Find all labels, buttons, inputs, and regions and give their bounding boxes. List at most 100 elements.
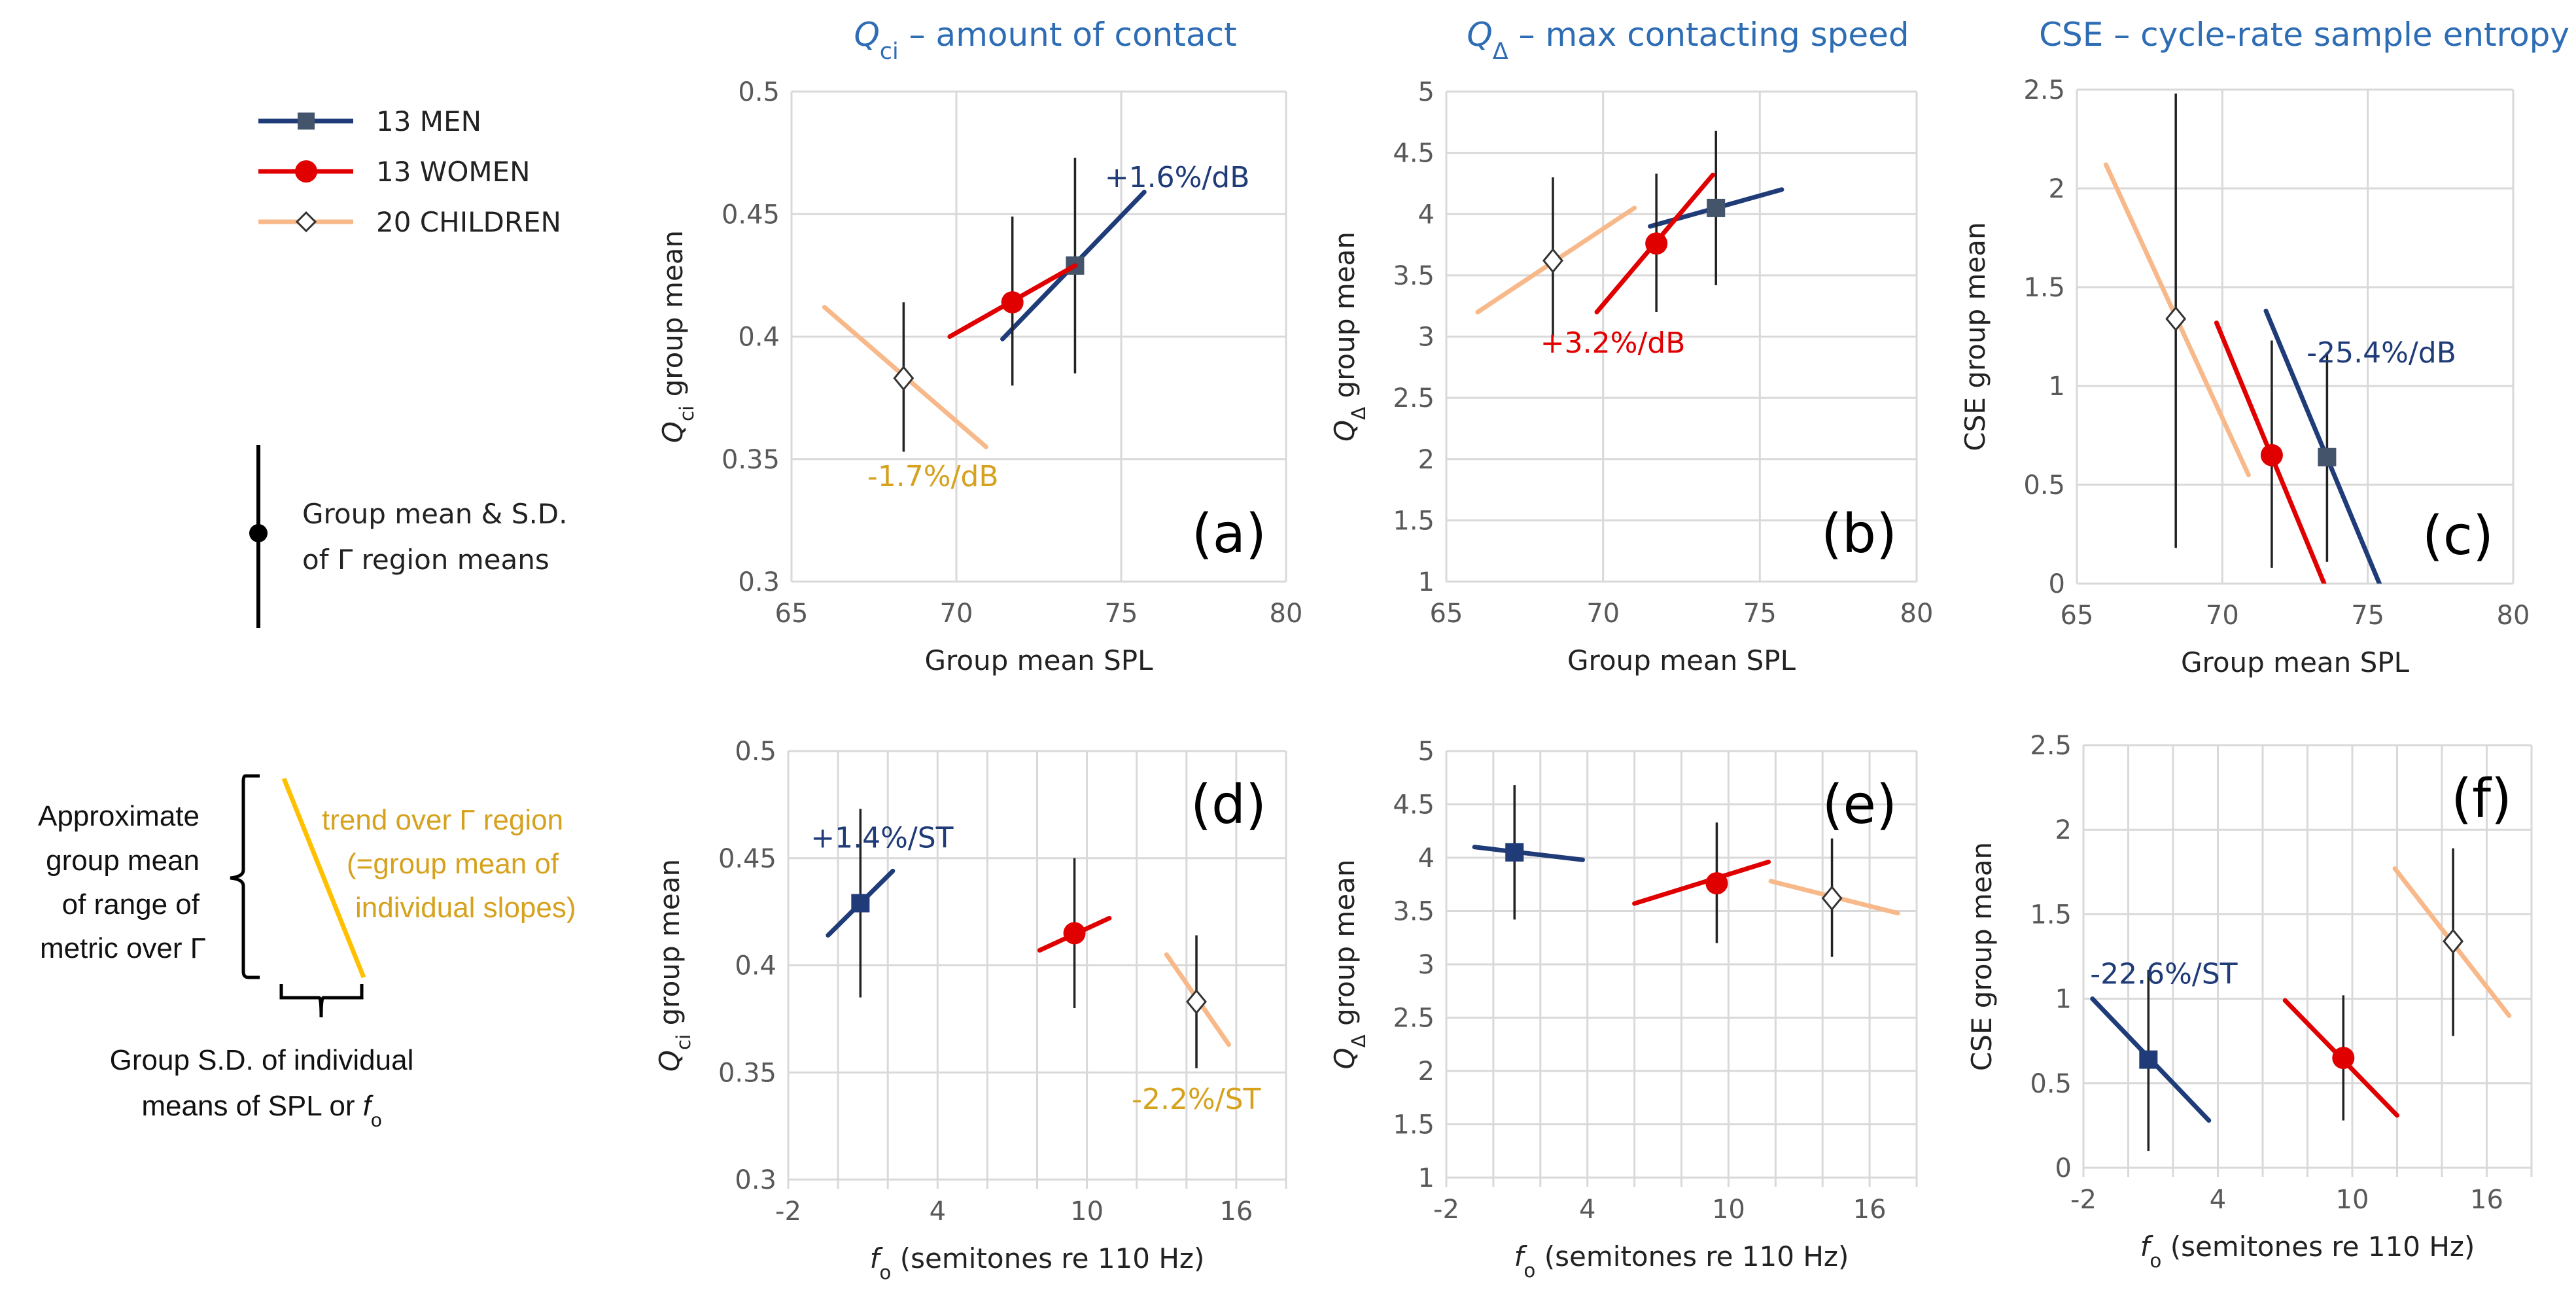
x-axis-label: Group mean SPL bbox=[2181, 646, 2410, 678]
series-men bbox=[2090, 970, 2212, 1151]
y-tick-label: 0.4 bbox=[735, 951, 776, 981]
series-women bbox=[947, 216, 1077, 386]
chart-panel-a: 0.3 0.35 0.4 0.45 0.5 65 70 75 80 Group mean SPL Q… bbox=[657, 16, 1302, 676]
mean-marker-children bbox=[2165, 306, 2187, 332]
trend-left-line: metric over Γ bbox=[40, 932, 206, 964]
series-children bbox=[1768, 838, 1900, 957]
mean-marker-men bbox=[1707, 198, 1726, 217]
mean-marker-children bbox=[1542, 248, 1563, 273]
legend-label-children: 20 CHILDREN bbox=[376, 206, 561, 238]
mean-marker-women bbox=[1645, 232, 1668, 255]
trend-right-line: (=group mean of bbox=[347, 848, 559, 880]
slope-annotation: +3.2%/dB bbox=[1540, 326, 1686, 360]
mean-marker-children bbox=[893, 365, 914, 391]
slope-annotation: -22.6%/ST bbox=[2090, 957, 2237, 991]
slope-annotation: +1.6%/dB bbox=[1105, 161, 1250, 194]
x-tick-label: 16 bbox=[1219, 1197, 1253, 1227]
trend-right-line: trend over Γ region bbox=[322, 804, 563, 836]
y-tick-label: 3 bbox=[1418, 950, 1435, 980]
y-tick-label: 1 bbox=[1418, 1163, 1435, 1193]
y-tick-label: 2.5 bbox=[1393, 1004, 1435, 1034]
errorbar-legend: Group mean & S.D. of Γ region means bbox=[249, 445, 567, 628]
y-axis-label: Qci group mean bbox=[653, 859, 695, 1072]
trend-legend: Approximate group mean of range of metri… bbox=[38, 774, 576, 1131]
sd-caption-line1: Group S.D. of individual bbox=[110, 1044, 414, 1076]
y-tick-label: 4 bbox=[1418, 843, 1435, 873]
y-tick-label: 0.45 bbox=[722, 200, 780, 230]
y-tick-label: 0 bbox=[2049, 569, 2065, 599]
x-tick-label: 80 bbox=[1270, 599, 1303, 629]
y-tick-label: 0.3 bbox=[738, 567, 780, 597]
y-tick-label: 1.5 bbox=[1393, 1110, 1435, 1140]
y-tick-label: 0.35 bbox=[722, 445, 780, 475]
slope-annotation: +1.4%/ST bbox=[810, 821, 953, 854]
series-women bbox=[1037, 858, 1112, 1008]
mean-marker-men bbox=[2318, 447, 2337, 466]
x-axis-label: fo (semitones re 110 Hz) bbox=[1514, 1240, 1849, 1282]
y-axis-label: QΔ group mean bbox=[1329, 232, 1370, 442]
series-women bbox=[2214, 320, 2327, 584]
x-tick-label: 80 bbox=[1900, 599, 1934, 629]
legend-item-women: 13 WOMEN bbox=[258, 156, 531, 188]
x-tick-label: 10 bbox=[1712, 1195, 1745, 1225]
x-tick-label: 4 bbox=[930, 1197, 946, 1227]
mean-marker-men bbox=[1505, 843, 1524, 862]
trend-left-line: of range of bbox=[62, 888, 200, 920]
trend-line-men bbox=[2263, 308, 2382, 584]
x-tick-label: 10 bbox=[2336, 1185, 2369, 1215]
x-tick-label: -2 bbox=[775, 1197, 801, 1227]
x-tick-label: 75 bbox=[2351, 601, 2384, 631]
x-tick-label: 16 bbox=[2470, 1185, 2503, 1215]
trend-right-line: individual slopes) bbox=[355, 892, 576, 924]
panel-title: CSE – cycle-rate sample entropy bbox=[2039, 16, 2569, 54]
diamond-marker-icon bbox=[295, 211, 317, 233]
x-tick-label: 4 bbox=[1579, 1195, 1595, 1225]
y-axis-label: QΔ group mean bbox=[1329, 860, 1370, 1070]
y-tick-label: 1 bbox=[2055, 985, 2072, 1015]
y-tick-label: 1 bbox=[2049, 372, 2065, 402]
mean-marker-women bbox=[1001, 291, 1024, 314]
x-tick-label: 65 bbox=[2061, 601, 2094, 631]
y-tick-label: 0.5 bbox=[735, 737, 776, 767]
x-tick-label: 80 bbox=[2497, 601, 2530, 631]
trend-left-line: group mean bbox=[46, 845, 200, 877]
y-tick-label: 1 bbox=[1418, 567, 1435, 597]
y-tick-label: 3.5 bbox=[1393, 897, 1435, 927]
x-axis-label: fo (semitones re 110 Hz) bbox=[870, 1242, 1205, 1284]
trend-line-women bbox=[1632, 860, 1771, 906]
mean-marker-women bbox=[2260, 444, 2283, 466]
series-men bbox=[2263, 308, 2382, 584]
x-tick-label: -2 bbox=[2070, 1185, 2097, 1215]
mean-marker-men bbox=[851, 894, 870, 913]
trend-left-line: Approximate bbox=[38, 800, 200, 832]
legend-item-children: 20 CHILDREN bbox=[258, 206, 561, 238]
y-tick-label: 4.5 bbox=[1393, 790, 1435, 820]
y-axis-label: CSE group mean bbox=[1959, 222, 1991, 451]
curly-brace-horizontal-icon bbox=[279, 984, 364, 1018]
mean-marker-children bbox=[1821, 885, 1843, 911]
series-children bbox=[1164, 935, 1231, 1068]
x-tick-label: 4 bbox=[2210, 1185, 2226, 1215]
panel-letter: (c) bbox=[2422, 505, 2494, 567]
series-children bbox=[822, 302, 988, 452]
series-women bbox=[1632, 822, 1771, 943]
x-axis-label: Group mean SPL bbox=[924, 644, 1153, 676]
x-tick-label: 75 bbox=[1743, 599, 1777, 629]
y-tick-label: 0.4 bbox=[738, 323, 780, 353]
mean-marker-men bbox=[2139, 1050, 2158, 1069]
chart-panel-f: 0 0.5 1 1.5 2 2.5 -2 4 10 16 fo (semitones re 110 … bbox=[1966, 731, 2533, 1272]
errorbar-legend-line2: of Γ region means bbox=[302, 544, 549, 576]
trend-line-icon bbox=[281, 777, 366, 979]
series-children bbox=[1475, 177, 1637, 337]
y-tick-label: 1.5 bbox=[1393, 506, 1435, 536]
y-axis-label: CSE group mean bbox=[1966, 842, 1998, 1071]
series-men bbox=[826, 809, 896, 998]
x-tick-label: 70 bbox=[940, 599, 973, 629]
panel-title: Qci – amount of contact bbox=[854, 16, 1236, 65]
series-women bbox=[2282, 995, 2399, 1121]
y-tick-label: 5 bbox=[1418, 77, 1435, 107]
x-tick-label: 75 bbox=[1105, 599, 1138, 629]
x-tick-label: 65 bbox=[775, 599, 809, 629]
y-tick-label: 1.5 bbox=[2030, 900, 2072, 930]
